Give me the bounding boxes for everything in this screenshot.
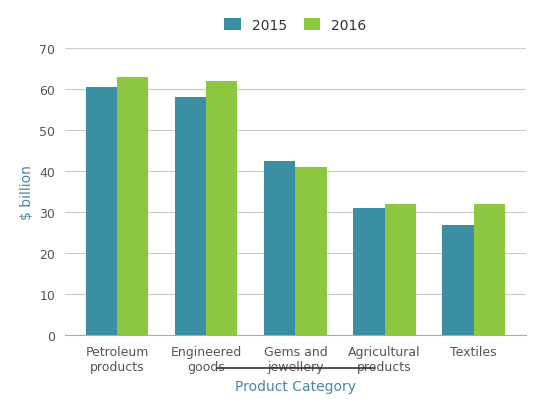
Bar xyxy=(442,225,474,335)
Bar xyxy=(384,204,416,335)
Bar xyxy=(295,168,327,335)
Bar xyxy=(474,204,505,335)
Bar xyxy=(353,209,384,335)
Bar xyxy=(207,82,237,335)
Legend: 2015, 2016: 2015, 2016 xyxy=(224,19,367,33)
Bar xyxy=(86,88,117,335)
Bar xyxy=(175,98,207,335)
Bar xyxy=(117,78,149,335)
Text: Product Category: Product Category xyxy=(235,379,356,393)
Y-axis label: $ billion: $ billion xyxy=(20,165,34,220)
Bar xyxy=(264,162,295,335)
